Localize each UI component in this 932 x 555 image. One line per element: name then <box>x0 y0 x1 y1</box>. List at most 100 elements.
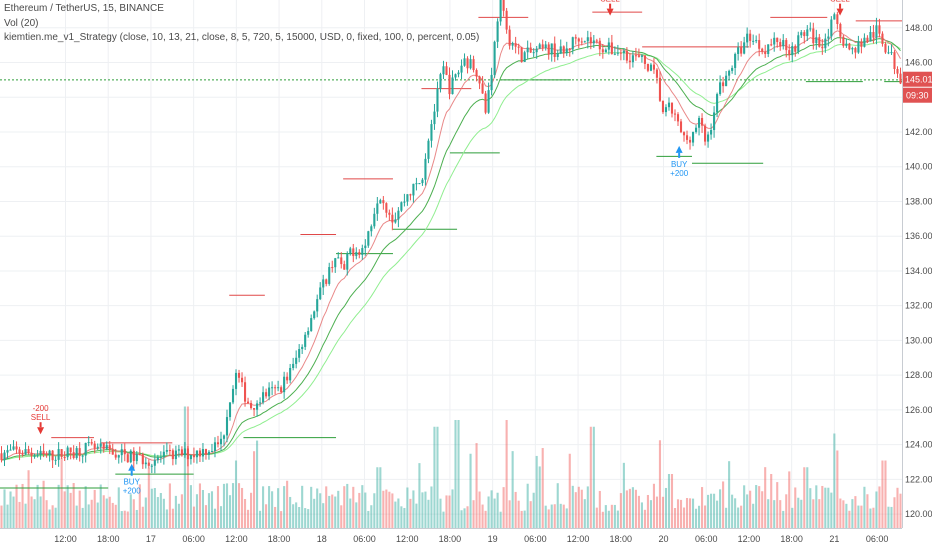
volume-bar <box>69 492 72 528</box>
candle-body <box>328 267 331 284</box>
candle-body <box>283 376 286 393</box>
candle-body <box>571 37 574 50</box>
volume-bar <box>472 500 475 528</box>
candle-body <box>198 450 201 457</box>
candle-body <box>658 77 662 101</box>
candle-body <box>153 460 156 466</box>
volume-bar <box>126 511 129 528</box>
candle-body <box>685 135 689 140</box>
candle-body <box>12 446 15 450</box>
candle-body <box>54 459 57 461</box>
candle-body <box>725 75 728 87</box>
volume-bar <box>818 499 821 528</box>
volume-bar <box>99 484 102 528</box>
candle-body <box>538 44 541 49</box>
volume-bar <box>484 510 487 528</box>
candle-body <box>691 131 695 143</box>
candle-body <box>517 46 520 48</box>
grid <box>0 0 902 528</box>
volume-bar <box>655 496 659 528</box>
candle-body <box>878 25 881 34</box>
symbol-title[interactable]: Ethereum / TetherUS, 15, BINANCE <box>4 3 164 14</box>
candle-body <box>848 43 851 50</box>
volume-bar <box>694 508 698 528</box>
volume-bar <box>697 505 701 528</box>
volume-bar <box>761 491 764 528</box>
volume-bar <box>887 506 890 528</box>
candle-body <box>505 10 508 30</box>
candle-body <box>794 45 797 52</box>
candle-body <box>884 43 887 53</box>
volume-bar <box>376 467 379 528</box>
volume-bar <box>755 485 758 528</box>
volume-indicator-label[interactable]: Vol (20) <box>4 17 39 29</box>
candle-body <box>177 449 180 451</box>
volume-bar <box>243 498 247 528</box>
candle-body <box>406 194 409 202</box>
candle-body <box>231 388 235 403</box>
volume-bar <box>514 491 517 528</box>
sell-arrow-icon <box>836 8 844 16</box>
candle-body <box>496 21 499 42</box>
candle-body <box>388 212 391 215</box>
volume-bar <box>186 406 189 528</box>
volume-bar <box>490 490 493 528</box>
volume-bar <box>631 487 634 528</box>
candle-body <box>343 264 346 270</box>
candle-body <box>764 51 767 55</box>
volume-bar <box>550 504 553 528</box>
candle-body <box>307 331 310 335</box>
volume-bar <box>517 500 520 528</box>
volume-bar <box>174 495 177 528</box>
volume-bar <box>207 493 211 528</box>
volume-bar <box>827 487 830 528</box>
price-tick-label: 132.00 <box>905 301 932 311</box>
volume-bar <box>253 451 256 528</box>
candles <box>0 0 902 474</box>
volume-bar <box>123 510 126 528</box>
volume-bar <box>595 507 598 528</box>
volume-bar <box>400 506 403 528</box>
candle-body <box>39 450 42 455</box>
sell-label: SELL <box>31 413 51 422</box>
volume-bar <box>607 510 610 528</box>
buy-arrow-icon <box>675 145 683 153</box>
volume-bar <box>496 492 499 528</box>
volume-bar <box>785 494 788 528</box>
candle-body <box>114 454 117 458</box>
time-tick-label: 20 <box>658 534 668 544</box>
time-tick-label: 12:00 <box>396 534 419 544</box>
time-tick-label: 12:00 <box>738 534 761 544</box>
candle-body <box>253 408 256 410</box>
candle-body <box>361 248 364 255</box>
strategy-indicator-label[interactable]: kiemtien.me_v1_Strategy (close, 10, 13, … <box>4 32 480 43</box>
candle-body <box>427 140 430 159</box>
candle-body <box>90 442 93 444</box>
volume-bar <box>791 507 794 528</box>
candle-body <box>722 82 725 87</box>
candle-body <box>755 40 758 42</box>
time-tick-label: 06:00 <box>353 534 376 544</box>
candle-body <box>367 231 370 246</box>
candle-body <box>749 33 752 41</box>
candle-body <box>475 70 478 77</box>
volume-bar <box>54 507 57 528</box>
volume-bar <box>866 494 869 528</box>
candle-body <box>117 455 120 458</box>
buy-arrow-icon <box>128 463 136 471</box>
candle-body <box>583 41 586 43</box>
volume-bar <box>676 499 680 528</box>
candle-body <box>135 454 138 462</box>
volume-bar <box>577 486 580 528</box>
volume-bar <box>0 505 3 528</box>
volume-bar <box>51 505 54 528</box>
volume-bar <box>15 484 18 528</box>
candle-body <box>637 55 640 57</box>
volume-bar <box>159 493 162 528</box>
candle-body <box>385 203 388 213</box>
volume-bar <box>307 509 310 528</box>
volume-bar <box>250 492 253 528</box>
candle-body <box>791 45 794 56</box>
candle-body <box>430 124 433 141</box>
